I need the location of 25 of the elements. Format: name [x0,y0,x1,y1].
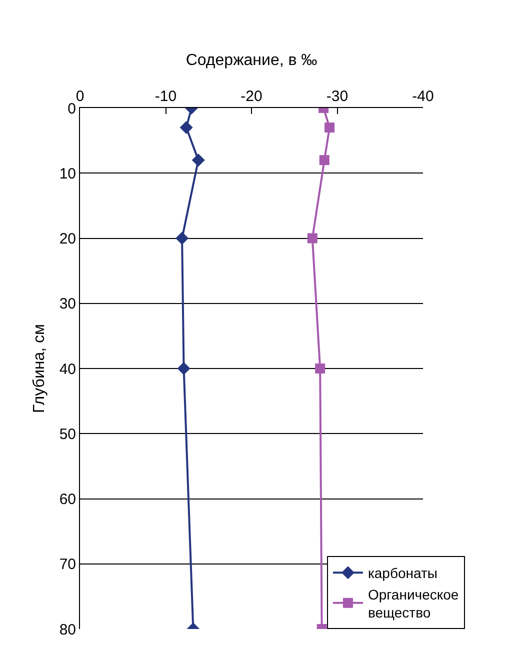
x-tick-label: -10 [154,88,177,105]
y-tick-label: 70 [59,556,76,574]
y-tick-label: 20 [59,230,76,248]
legend-label: Органическое вещество [368,586,459,620]
y-tick-label: 0 [68,100,76,118]
y-tick-label: 80 [59,621,76,638]
legend-label: карбонаты [368,565,438,582]
y-axis-title: Глубина, см [31,324,48,414]
point [315,364,326,374]
x-tick-label: -40 [412,88,434,105]
y-tick-label: 60 [59,491,76,508]
point [177,362,190,375]
x-axis-title: Содержание, в ‰ [186,52,318,69]
point [176,232,189,245]
point [180,121,193,134]
y-tick-label: 10 [59,165,76,182]
point [324,122,335,133]
point [319,155,330,166]
y-tick-label: 50 [59,426,76,443]
y-tick-label: 30 [59,296,76,313]
x-tick-label: -20 [240,88,262,105]
x-tick-label: -30 [326,88,348,105]
y-tick-label: 40 [59,360,76,378]
point [192,154,205,167]
point [307,233,318,244]
